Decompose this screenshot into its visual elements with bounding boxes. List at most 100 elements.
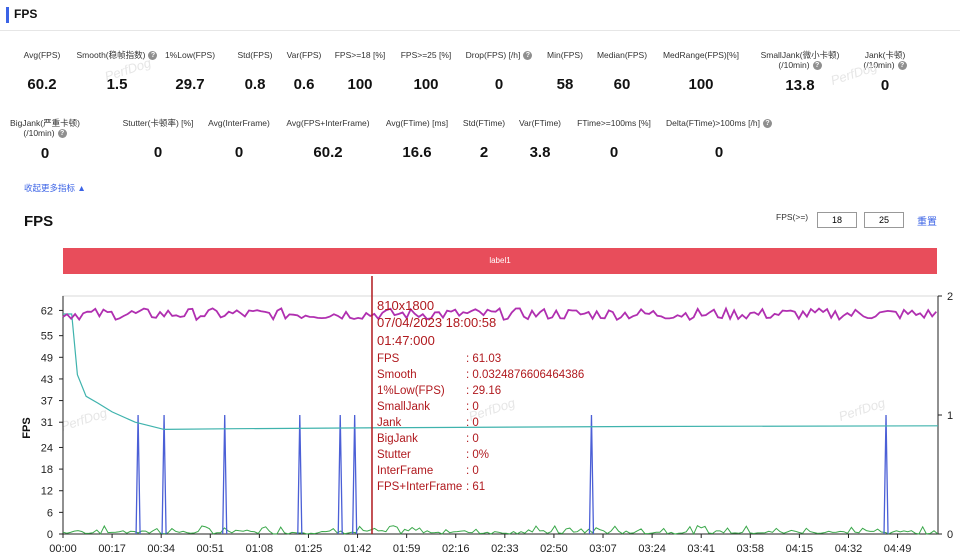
metric-label-text: Median(FPS) bbox=[596, 50, 648, 60]
metric-value: 60.2 bbox=[313, 144, 343, 161]
tooltip-key: Stutter bbox=[377, 449, 411, 461]
y-tick-label: 24 bbox=[41, 442, 53, 454]
y-tick-label: 6 bbox=[47, 507, 53, 519]
metric-metrics_row2-1: Stutter(卡顿率) [%] 0 bbox=[98, 118, 218, 161]
metric-value: 16.6 bbox=[402, 144, 432, 161]
metric-label-text: Stutter(卡顿率) [%] bbox=[122, 118, 194, 128]
metric-label-text: Var(FPS) bbox=[286, 50, 322, 60]
metric-metrics_row1-2: 1%Low(FPS) 29.7 bbox=[130, 50, 250, 93]
metric-metrics_row1-8: Min(FPS) 58 bbox=[505, 50, 625, 93]
metric-label: Min(FPS) bbox=[505, 50, 625, 60]
metric-value: 58 bbox=[556, 76, 574, 93]
metric-label: Drop(FPS) [/h]? bbox=[439, 50, 559, 61]
y-tick-label: 12 bbox=[41, 486, 53, 498]
x-tick-label: 01:08 bbox=[246, 543, 274, 555]
metric-value: 3.8 bbox=[529, 144, 551, 161]
help-icon[interactable]: ? bbox=[523, 51, 533, 61]
metric-label-text: Min(FPS) bbox=[547, 50, 583, 60]
metric-metrics_row2-3: Avg(FPS+InterFrame) 60.2 bbox=[268, 118, 388, 161]
tooltip-datetime: 07/04/2023 18:00:58 bbox=[377, 315, 496, 330]
metric-metrics_row1-4: Var(FPS) 0.6 bbox=[244, 50, 364, 93]
metric-value: 100 bbox=[413, 76, 439, 93]
tooltip-value: : 61.03 bbox=[466, 353, 501, 365]
help-icon[interactable]: ? bbox=[897, 61, 907, 71]
metric-label: FTime>=100ms [%] bbox=[554, 118, 674, 128]
tooltip-key: FPS+InterFrame bbox=[377, 481, 462, 493]
y-right-tick-label: 0 bbox=[947, 529, 953, 541]
x-tick-label: 02:33 bbox=[491, 543, 519, 555]
metric-label: Avg(FTime) [ms] bbox=[357, 118, 477, 128]
reset-button[interactable]: 重置 bbox=[917, 217, 937, 228]
metric-label-text: Std(FPS) bbox=[237, 50, 273, 60]
metric-value: 0 bbox=[609, 144, 619, 161]
metric-label: Stutter(卡顿率) [%] bbox=[98, 118, 218, 128]
y-tick-label: 55 bbox=[41, 331, 53, 343]
metric-value: 0 bbox=[714, 144, 724, 162]
metric-metrics_row2-0: BigJank(严重卡顿) (/10min)? 0 bbox=[0, 118, 105, 162]
x-tick-label: 04:15 bbox=[786, 543, 814, 555]
tooltip-key: Smooth bbox=[377, 369, 417, 381]
metric-value: 60.2 bbox=[27, 76, 57, 93]
metric-label-text: FPS>=25 [%] bbox=[400, 50, 452, 60]
metric-metrics_row1-10: MedRange(FPS)[%] 100 bbox=[641, 50, 761, 93]
metric-label: 1%Low(FPS) bbox=[130, 50, 250, 60]
metric-label-text: Avg(InterFrame) bbox=[208, 118, 270, 128]
metric-label-text: 1%Low(FPS) bbox=[164, 50, 216, 60]
help-icon[interactable]: ? bbox=[148, 51, 158, 61]
metric-label: FPS>=25 [%] bbox=[366, 50, 486, 60]
fps-threshold-input-1[interactable] bbox=[817, 212, 857, 228]
metric-metrics_row1-3: Std(FPS) 0.8 bbox=[195, 50, 315, 93]
metric-metrics_row2-5: Std(FTime) 2 bbox=[424, 118, 544, 161]
metric-metrics_row2-4: Avg(FTime) [ms] 16.6 bbox=[357, 118, 477, 161]
plot-area bbox=[62, 295, 939, 535]
chart-section-title: FPS bbox=[24, 213, 54, 230]
tooltip-value: : 0 bbox=[466, 417, 479, 429]
label-bar[interactable]: label1 bbox=[63, 248, 937, 274]
tooltip-key: SmallJank bbox=[377, 401, 430, 413]
metric-label-text: SmallJank(微小卡顿) bbox=[760, 50, 840, 60]
metric-label-text: Avg(FTime) [ms] bbox=[385, 118, 449, 128]
metric-metrics_row1-12: Jank(卡顿) (/10min)? 0 bbox=[825, 50, 945, 94]
metric-label: Avg(InterFrame) bbox=[179, 118, 299, 128]
metric-label-text: Drop(FPS) [/h] bbox=[465, 50, 521, 60]
x-tick-label: 03:24 bbox=[638, 543, 666, 555]
tooltip-key: BigJank bbox=[377, 433, 418, 445]
metric-label: Avg(FPS+InterFrame) bbox=[268, 118, 388, 128]
x-tick-label: 03:07 bbox=[589, 543, 617, 555]
metric-label-unit: (/10min) bbox=[23, 128, 55, 138]
small-jank-spike bbox=[883, 414, 889, 535]
metric-metrics_row1-11: SmallJank(微小卡顿) (/10min)? 13.8 bbox=[740, 50, 860, 94]
x-tick-label: 02:50 bbox=[540, 543, 568, 555]
y-tick-label: 18 bbox=[41, 464, 53, 476]
small-jank-spike bbox=[135, 414, 141, 535]
metric-label: SmallJank(微小卡顿) (/10min)? bbox=[740, 50, 860, 71]
tooltip-time: 01:47:000 bbox=[377, 333, 435, 348]
metric-label: Var(FTime) bbox=[480, 118, 600, 128]
metric-metrics_row2-2: Avg(InterFrame) 0 bbox=[179, 118, 299, 161]
metric-value: 0 bbox=[880, 77, 890, 95]
small-jank-spike bbox=[297, 414, 303, 535]
tooltip-key: 1%Low(FPS) bbox=[377, 385, 445, 397]
tooltip-value: : 29.16 bbox=[466, 385, 501, 397]
metric-label: Var(FPS) bbox=[244, 50, 364, 60]
help-icon[interactable]: ? bbox=[762, 119, 772, 129]
small-jank-spike bbox=[161, 414, 167, 535]
metric-label-text: Smooth(稳帧指数) bbox=[76, 50, 146, 60]
x-tick-label: 03:41 bbox=[687, 543, 715, 555]
help-icon[interactable]: ? bbox=[812, 61, 822, 71]
x-tick-label: 01:42 bbox=[344, 543, 372, 555]
y-tick-label: 37 bbox=[41, 396, 53, 408]
metric-metrics_row1-6: FPS>=25 [%] 100 bbox=[366, 50, 486, 93]
metric-label: Smooth(稳帧指数)? bbox=[57, 50, 177, 61]
metric-value: 1.5 bbox=[106, 76, 128, 94]
x-tick-label: 01:59 bbox=[393, 543, 421, 555]
collapse-metrics-link[interactable]: 收起更多指标 ▲ bbox=[24, 183, 86, 193]
y-axis-label: FPS bbox=[21, 417, 33, 438]
metric-label-text: FPS>=18 [%] bbox=[334, 50, 386, 60]
metric-label-text: Delta(FTime)>100ms [/h] bbox=[666, 118, 760, 128]
tooltip-key: InterFrame bbox=[377, 465, 433, 477]
metric-label: Jank(卡顿) (/10min)? bbox=[825, 50, 945, 71]
help-icon[interactable]: ? bbox=[57, 129, 67, 139]
fps-threshold-input-2[interactable] bbox=[864, 212, 904, 228]
